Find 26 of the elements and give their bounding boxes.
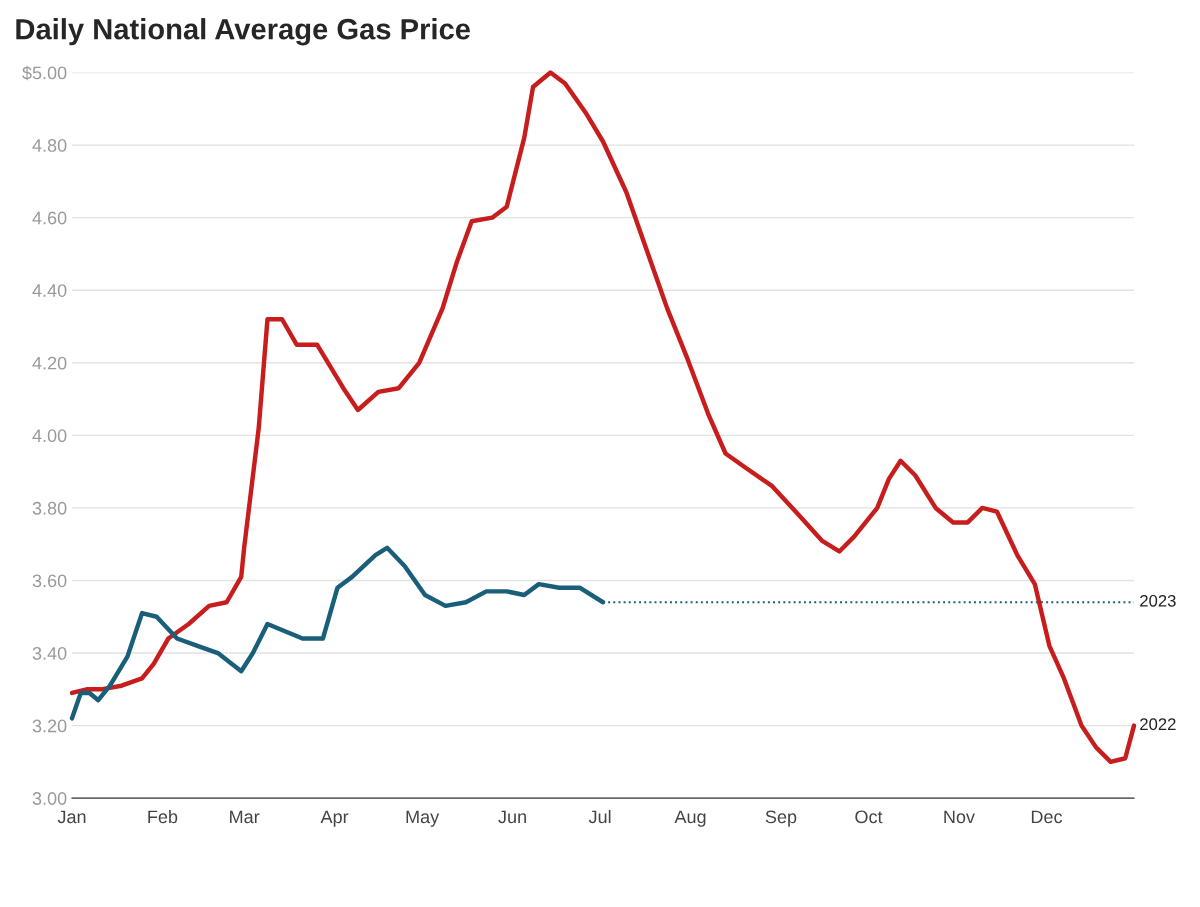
chart-title: Daily National Average Gas Price — [16, 18, 470, 46]
x-tick-label: Aug — [674, 810, 706, 827]
series-label: 2022 — [1140, 718, 1176, 731]
x-tick-label: Mar — [230, 810, 260, 824]
y-tick-label: 3.00 — [32, 792, 67, 805]
y-tick-label: 4.60 — [32, 211, 67, 225]
x-tick-label: Feb — [148, 809, 178, 824]
y-tick-label: 4.40 — [32, 284, 67, 297]
y-tick-label: 3.40 — [32, 646, 67, 660]
x-tick-label: Apr — [320, 810, 349, 827]
x-tick-label: Sep — [765, 810, 797, 827]
x-tick-label: Jul — [588, 809, 611, 824]
x-tick-label: Jan — [57, 810, 86, 824]
y-tick-label: 3.60 — [32, 574, 67, 588]
x-tick-label: May — [406, 810, 440, 827]
x-tick-label: Dec — [1031, 810, 1063, 824]
y-tick-label: 4.80 — [32, 139, 67, 152]
y-tick-label: 4.00 — [32, 429, 67, 443]
y-tick-label: 4.20 — [32, 356, 67, 370]
y-tick-label: 3.80 — [32, 501, 67, 515]
y-tick-label: 3.20 — [32, 719, 67, 733]
text: 2023 — [1140, 594, 1176, 607]
x-tick-label: Oct — [855, 810, 883, 824]
x-tick-label: Jun — [498, 810, 526, 824]
x-tick-label: Nov — [944, 810, 975, 824]
y-tick-label: $5.00 — [22, 65, 67, 81]
